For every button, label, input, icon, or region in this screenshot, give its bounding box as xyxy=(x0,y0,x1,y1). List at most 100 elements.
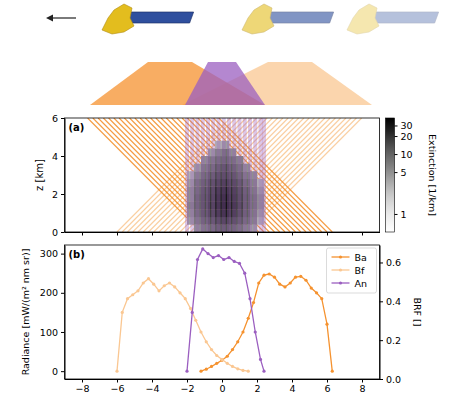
series-marker xyxy=(248,297,251,300)
series-line xyxy=(201,274,332,371)
legend-label: An xyxy=(355,278,368,289)
line-of-sight xyxy=(217,118,221,232)
colorbar-axis-tick: 30 xyxy=(395,120,413,131)
colorbar-axis-tick-mark xyxy=(395,172,398,173)
y-axis-tick-label: 6 xyxy=(52,113,58,124)
line-of-sight xyxy=(145,118,258,232)
colorbar-axis-tick-label: 30 xyxy=(401,120,413,131)
series-marker xyxy=(238,262,241,265)
line-of-sight xyxy=(206,118,319,232)
x-axis-tick-mark xyxy=(187,232,188,236)
y2-axis: 0.00.20.40.6 xyxy=(380,246,402,385)
line-of-sight xyxy=(196,118,309,232)
y2-axis-tick-label: 0.6 xyxy=(386,257,401,268)
series-marker xyxy=(178,291,181,294)
series-marker xyxy=(205,368,208,371)
y-axis-title: Radiance [mW/(m² nm sr)] xyxy=(20,249,31,376)
y-axis-tick: 2 xyxy=(52,189,65,200)
y-axis-tick-label: 100 xyxy=(40,327,58,338)
series-marker xyxy=(304,279,307,282)
y-axis-tick-mark xyxy=(61,118,65,119)
series-marker xyxy=(184,297,187,300)
line-of-sight xyxy=(151,118,264,232)
satellite xyxy=(347,4,439,34)
y2-axis-tick-label: 0.2 xyxy=(386,335,401,346)
series-marker xyxy=(222,258,225,261)
y-axis: 0246 xyxy=(52,113,65,238)
series-marker xyxy=(157,289,160,292)
series-marker xyxy=(262,274,265,277)
colorbar-axis-tick-label: 10 xyxy=(401,149,413,160)
x-axis-tick-mark xyxy=(117,232,118,236)
y-axis-tick-label: 300 xyxy=(40,248,58,259)
x-axis-tick-mark xyxy=(327,379,328,383)
line-of-sight xyxy=(227,118,231,232)
x-axis-tick-mark xyxy=(222,232,223,236)
series-marker xyxy=(241,330,244,333)
series-marker xyxy=(217,254,220,257)
series-marker xyxy=(226,362,229,365)
plot-area xyxy=(115,247,333,372)
x-axis-tick xyxy=(187,232,188,236)
line-of-sight xyxy=(190,118,194,232)
x-axis-tick: −6 xyxy=(110,379,124,394)
x-axis-tick: 6 xyxy=(324,379,330,394)
y-axis-tick-label: 200 xyxy=(40,287,58,298)
y-axis-line xyxy=(65,119,66,233)
y2-axis-tick-mark xyxy=(380,262,384,263)
series-marker xyxy=(289,281,292,284)
x-axis-tick: −4 xyxy=(145,379,159,394)
flight-arrow xyxy=(50,17,76,18)
viewing-fan xyxy=(90,62,265,105)
series-marker xyxy=(210,348,213,351)
series-marker xyxy=(210,365,213,368)
y2-axis-tick-mark xyxy=(380,340,384,341)
x-axis-tick-mark xyxy=(257,379,258,383)
line-of-sight xyxy=(222,118,226,232)
line-of-sight xyxy=(198,118,311,232)
colorbar-axis-tick: 10 xyxy=(395,149,413,160)
colorbar-axis: 15102030 xyxy=(395,119,413,233)
series-marker xyxy=(142,281,145,284)
y-axis-tick: 6 xyxy=(52,113,65,124)
y-axis-tick-mark xyxy=(61,254,65,255)
series-marker xyxy=(226,355,229,358)
x-axis-tick-mark xyxy=(82,379,83,383)
x-axis-tick: −8 xyxy=(75,379,89,394)
series-marker xyxy=(331,370,334,373)
series-marker xyxy=(131,293,134,296)
legend-swatch xyxy=(332,269,350,270)
colorbar-title: Extinction [1/km] xyxy=(427,134,438,216)
series-marker xyxy=(273,276,276,279)
legend-box xyxy=(327,248,377,293)
line-of-sight-group xyxy=(187,118,264,232)
x-axis-tick-mark xyxy=(222,379,223,383)
y-axis-tick-mark xyxy=(61,156,65,157)
series-marker xyxy=(199,370,202,373)
x-axis-tick-mark xyxy=(362,379,363,383)
x-axis-tick xyxy=(292,232,293,236)
colorbar-axis-tick-mark xyxy=(395,125,398,126)
line-of-sight xyxy=(201,118,314,232)
y-axis-tick-label: 0 xyxy=(52,366,58,377)
line-of-sight xyxy=(206,118,210,232)
line-of-sight xyxy=(232,118,236,232)
colorbar-axis-tick: 1 xyxy=(395,209,407,220)
line-of-sight xyxy=(193,118,306,232)
series-marker xyxy=(115,370,118,373)
legend-label: Bf xyxy=(355,265,366,276)
line-of-sight xyxy=(248,118,252,232)
series-marker xyxy=(262,370,265,373)
series-marker xyxy=(136,289,139,292)
y2-axis-tick-mark xyxy=(380,379,384,380)
y-axis-tick: 200 xyxy=(40,287,65,298)
y-axis-tick-mark xyxy=(61,371,65,372)
y-axis-tick: 4 xyxy=(52,151,65,162)
line-of-sight xyxy=(156,118,269,232)
series-marker xyxy=(199,330,202,333)
y-axis-tick-mark xyxy=(61,293,65,294)
series-marker xyxy=(227,256,230,259)
plot-frame xyxy=(65,245,380,379)
colorbar-axis-tick-label: 1 xyxy=(401,209,407,220)
series-marker xyxy=(205,340,208,343)
